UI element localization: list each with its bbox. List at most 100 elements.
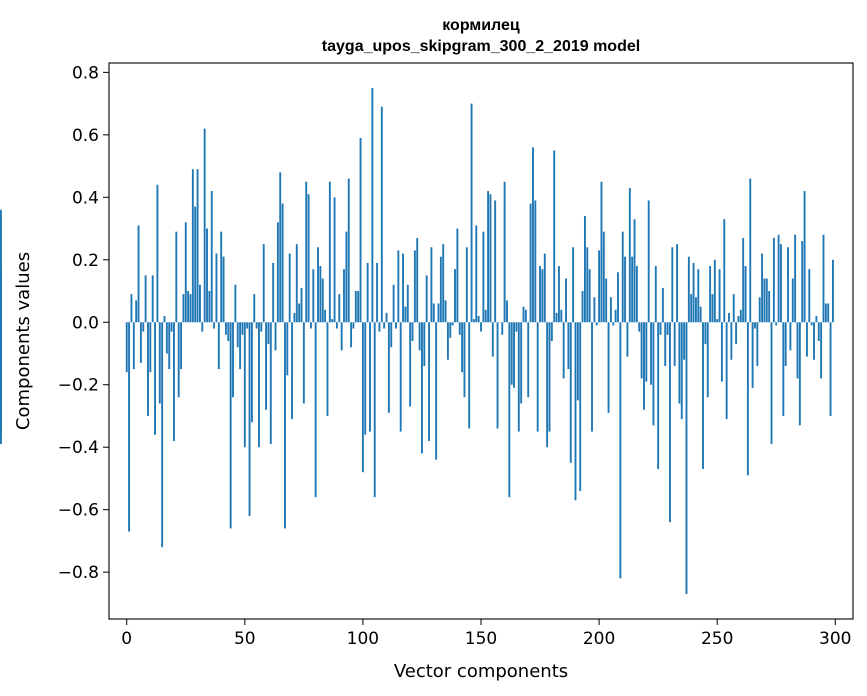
bar-153 bbox=[487, 191, 490, 323]
bar-21 bbox=[175, 231, 178, 323]
bar-210 bbox=[621, 231, 624, 323]
bar-227 bbox=[661, 287, 664, 323]
bar-111 bbox=[387, 322, 390, 413]
bar-188 bbox=[569, 322, 572, 463]
bar-20 bbox=[173, 322, 175, 441]
bar-69 bbox=[288, 253, 291, 323]
bar-216 bbox=[635, 266, 638, 323]
bar-297 bbox=[827, 303, 830, 323]
bar-9 bbox=[147, 322, 149, 416]
bar-248 bbox=[711, 294, 714, 323]
y-tick-label: 0.6 bbox=[72, 126, 99, 146]
bar-264 bbox=[749, 178, 752, 323]
bar-291 bbox=[813, 322, 815, 360]
bar-0 bbox=[125, 322, 128, 373]
bar-120 bbox=[409, 322, 412, 407]
bar-271 bbox=[765, 278, 768, 323]
bar-278 bbox=[782, 322, 785, 416]
chart-subtitle: tayga_upos_skipgram_300_2_2019 model bbox=[322, 38, 640, 55]
x-tick-label: 0 bbox=[121, 629, 132, 649]
bar-121 bbox=[411, 322, 414, 341]
bar-70 bbox=[291, 322, 293, 420]
bar-104 bbox=[371, 87, 374, 323]
bar-170 bbox=[527, 322, 530, 398]
bar-213 bbox=[628, 187, 631, 323]
bar-283 bbox=[794, 234, 797, 323]
bar-219 bbox=[643, 322, 645, 410]
bar-101 bbox=[364, 322, 367, 435]
bar-250 bbox=[716, 319, 719, 323]
bar-203 bbox=[605, 278, 608, 323]
bar-63 bbox=[274, 322, 277, 351]
bar-251 bbox=[718, 269, 721, 323]
bar-235 bbox=[680, 322, 683, 420]
bar-285 bbox=[798, 322, 801, 426]
bar-106 bbox=[376, 262, 379, 323]
bar-136 bbox=[446, 322, 449, 360]
bar-281 bbox=[789, 322, 792, 351]
bar-68 bbox=[286, 322, 289, 376]
bar-140 bbox=[456, 228, 459, 323]
bar-190 bbox=[574, 322, 577, 501]
bar-234 bbox=[678, 322, 681, 404]
bar-268 bbox=[758, 297, 761, 323]
bar-162 bbox=[508, 322, 511, 498]
bar-8 bbox=[144, 275, 147, 323]
bar-91 bbox=[340, 322, 343, 351]
bar-31 bbox=[198, 284, 201, 323]
bar-244 bbox=[702, 322, 704, 470]
bar-187 bbox=[567, 322, 570, 370]
bar-175 bbox=[539, 266, 541, 323]
bar-143 bbox=[463, 322, 466, 398]
bar-249 bbox=[713, 259, 716, 323]
bar-undefined bbox=[0, 322, 2, 432]
bar-73 bbox=[298, 303, 301, 323]
y-tick-label: 0.8 bbox=[72, 63, 99, 83]
bar-122 bbox=[413, 250, 416, 323]
bar-126 bbox=[423, 322, 426, 366]
bar-209 bbox=[619, 322, 622, 579]
bar-undefined bbox=[0, 266, 2, 323]
bar-208 bbox=[617, 272, 619, 323]
bar-182 bbox=[555, 312, 558, 323]
bar-59 bbox=[265, 322, 268, 410]
bar-24 bbox=[182, 294, 185, 323]
bar-17 bbox=[165, 322, 168, 354]
bar-150 bbox=[480, 322, 482, 332]
bar-39 bbox=[217, 322, 220, 370]
bar-115 bbox=[397, 250, 400, 323]
bar-163 bbox=[510, 322, 513, 385]
bar-228 bbox=[664, 322, 667, 366]
bar-129 bbox=[430, 247, 433, 323]
bar-141 bbox=[458, 322, 461, 335]
bar-26 bbox=[187, 291, 190, 323]
bar-154 bbox=[489, 194, 492, 323]
plot-frame bbox=[108, 62, 854, 620]
bar-6 bbox=[139, 322, 142, 363]
bar-245 bbox=[704, 322, 707, 345]
x-tick-label: 50 bbox=[234, 629, 256, 649]
bar-43 bbox=[227, 322, 230, 341]
bar-98 bbox=[357, 291, 360, 323]
bar-165 bbox=[515, 322, 518, 332]
bar-64 bbox=[276, 222, 279, 323]
y-tick-label: −0.6 bbox=[58, 501, 99, 521]
bar-34 bbox=[206, 228, 208, 323]
bar-29 bbox=[194, 206, 197, 323]
bar-55 bbox=[255, 322, 258, 329]
bar-1 bbox=[128, 322, 131, 532]
bar-114 bbox=[395, 322, 397, 329]
bar-113 bbox=[392, 284, 395, 323]
bar-288 bbox=[806, 322, 808, 357]
bar-236 bbox=[683, 322, 686, 360]
bar-2 bbox=[130, 294, 133, 323]
bar-44 bbox=[229, 322, 232, 529]
bar-52 bbox=[248, 322, 251, 516]
bar-186 bbox=[565, 278, 567, 323]
bar-294 bbox=[820, 322, 823, 379]
bar-223 bbox=[652, 322, 655, 426]
bar-242 bbox=[697, 269, 700, 323]
bar-25 bbox=[184, 222, 187, 323]
bar-80 bbox=[314, 322, 317, 498]
bar-42 bbox=[224, 322, 227, 335]
